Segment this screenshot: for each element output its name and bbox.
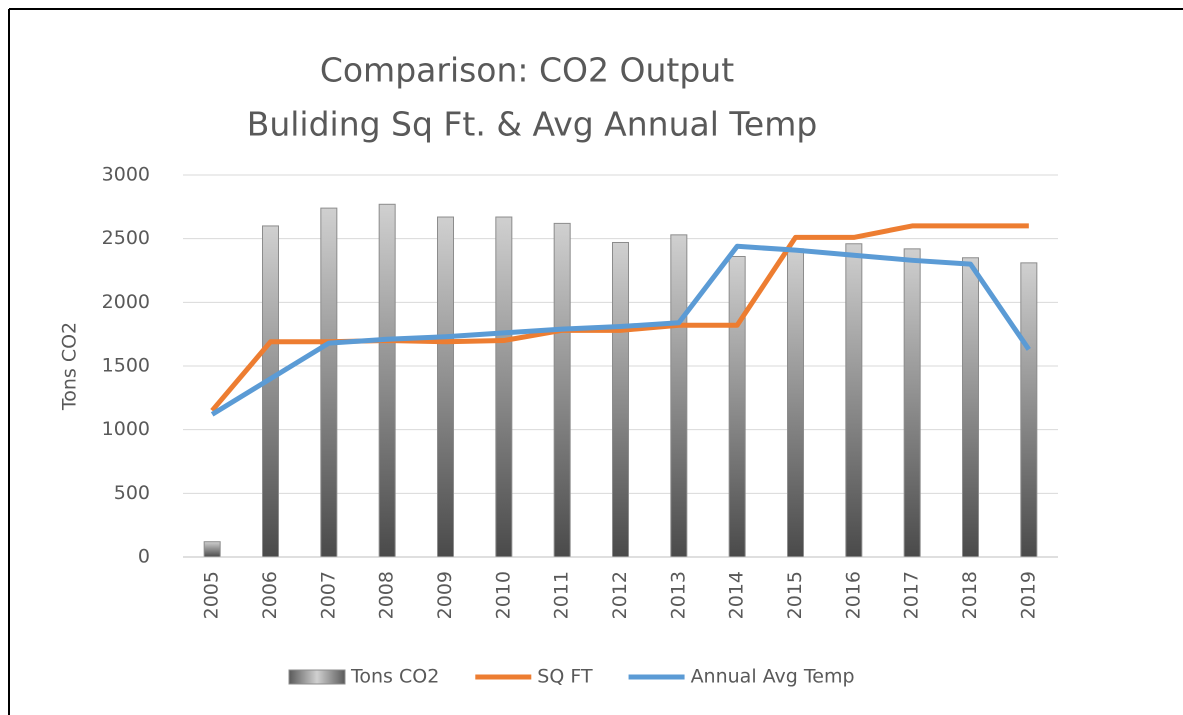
bar	[1020, 262, 1038, 558]
x-tick-label: 2006	[259, 571, 281, 619]
bar	[728, 255, 746, 558]
x-tick-label: 2010	[492, 571, 514, 619]
line	[210, 243, 1031, 417]
x-tick-label: 2011	[551, 571, 573, 619]
x-tick-label: 2013	[667, 571, 689, 619]
y-tick-label: 2500	[102, 227, 150, 249]
y-tick-label: 1000	[102, 418, 150, 440]
bar	[262, 225, 279, 558]
chart-title: Comparison: CO2 Output	[320, 51, 734, 90]
x-tick-label: 2008	[376, 571, 398, 619]
x-tick-label: 2016	[842, 571, 864, 619]
bar	[845, 243, 863, 558]
y-tick-label: 1500	[102, 355, 150, 377]
y-tick-label: 3000	[102, 164, 150, 186]
bar	[437, 216, 454, 558]
legend-swatch	[288, 669, 346, 685]
bar	[670, 234, 688, 558]
y-axis-label: Tons CO2	[59, 322, 81, 411]
bar	[903, 248, 921, 558]
y-tick-label: 0	[138, 546, 150, 568]
y-tick-label: 2000	[102, 291, 150, 313]
x-tick-label: 2007	[317, 571, 339, 619]
bar	[962, 257, 979, 558]
x-tick-label: 2012	[609, 571, 631, 619]
x-tick-label: 2015	[784, 571, 806, 619]
bar	[320, 207, 338, 558]
legend-label: Tons CO2	[350, 666, 439, 688]
y-tick-label: 500	[114, 482, 150, 504]
bar	[553, 222, 571, 558]
bar	[203, 541, 221, 558]
bar	[612, 241, 629, 558]
x-tick-label: 2018	[959, 571, 981, 619]
x-tick-label: 2009	[434, 571, 456, 619]
legend-label: Annual Avg Temp	[691, 666, 855, 688]
x-tick-label: 2019	[1017, 571, 1039, 619]
legend-label: SQ FT	[537, 666, 593, 688]
x-tick-label: 2005	[201, 571, 223, 619]
x-tick-label: 2014	[726, 571, 748, 619]
bar	[378, 203, 396, 558]
bar	[495, 216, 513, 558]
x-tick-label: 2017	[901, 571, 923, 619]
chart-subtitle: Buliding Sq Ft. & Avg Annual Temp	[247, 105, 818, 144]
bar	[787, 248, 804, 558]
